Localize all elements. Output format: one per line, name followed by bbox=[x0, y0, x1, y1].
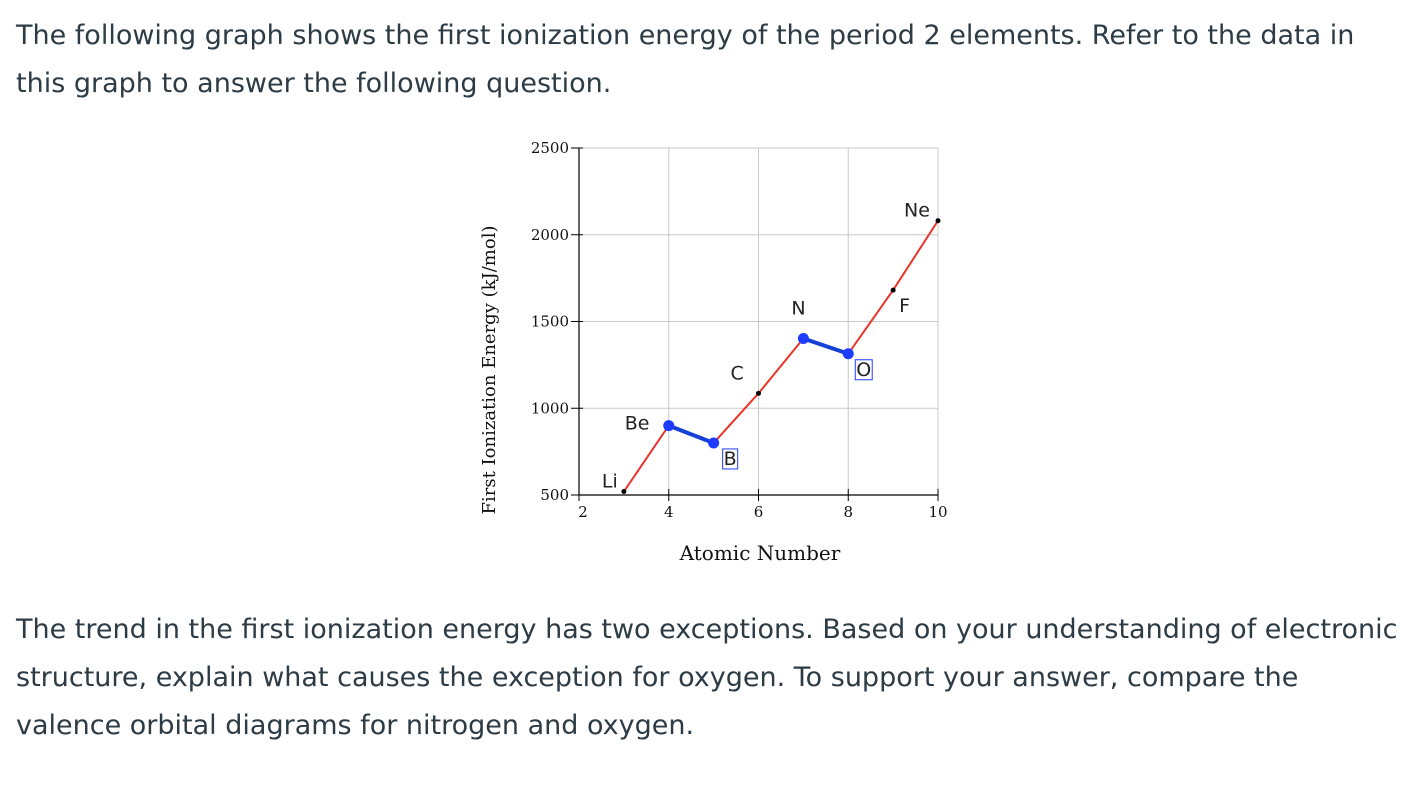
element-label-ne: Ne bbox=[904, 200, 930, 222]
x-tick-label: 10 bbox=[928, 503, 947, 521]
exception-segment bbox=[802, 336, 849, 356]
ionization-energy-chart: 2 4 6 8 10 500 1000 1500 2000 2500 Li Be B C N O F Ne At… bbox=[470, 130, 960, 575]
x-tick-label: 8 bbox=[843, 503, 853, 521]
x-tick-label: 4 bbox=[664, 503, 674, 521]
y-tick-label: 2500 bbox=[531, 139, 569, 157]
question-intro: The following graph shows the first ioni… bbox=[16, 20, 1355, 99]
trend-segment bbox=[712, 392, 760, 444]
y-tick-label: 1500 bbox=[531, 313, 569, 331]
element-label-n: N bbox=[791, 298, 805, 320]
trend-segment bbox=[623, 425, 670, 493]
label-box bbox=[722, 448, 739, 470]
element-label-o: O bbox=[856, 359, 871, 381]
x-tick-label: 6 bbox=[754, 503, 764, 521]
y-tick-label: 2000 bbox=[531, 226, 569, 244]
data-point-ne bbox=[935, 218, 941, 224]
label-box bbox=[854, 359, 873, 381]
x-axis-label: Atomic Number bbox=[679, 541, 841, 565]
y-tick-label: 500 bbox=[540, 486, 569, 504]
element-label-f: F bbox=[899, 295, 910, 317]
y-tick-label: 1000 bbox=[531, 399, 569, 417]
data-point-be bbox=[663, 420, 675, 432]
element-label-li: Li bbox=[602, 471, 618, 493]
data-point-li bbox=[621, 489, 627, 495]
element-label-c: C bbox=[731, 362, 744, 384]
x-tick-label: 2 bbox=[578, 503, 588, 521]
trend-segment bbox=[892, 220, 939, 291]
trend-segment bbox=[847, 289, 894, 355]
data-point-o bbox=[842, 348, 854, 360]
data-point-c bbox=[756, 390, 761, 396]
question-text: The trend in the first ionization energy… bbox=[16, 614, 1398, 741]
data-point-b bbox=[708, 437, 720, 449]
y-axis-label: First Ionization Energy (kJ/mol) bbox=[479, 226, 500, 515]
trend-segment bbox=[757, 337, 805, 394]
data-point-n bbox=[797, 333, 809, 345]
element-label-be: Be bbox=[625, 413, 650, 435]
element-label-b: B bbox=[724, 448, 737, 470]
chart-svg: 2 4 6 8 10 500 1000 1500 2000 2500 Li Be B C N O F Ne At… bbox=[479, 139, 948, 565]
exception-segment bbox=[668, 423, 715, 445]
data-point-f bbox=[890, 287, 896, 293]
